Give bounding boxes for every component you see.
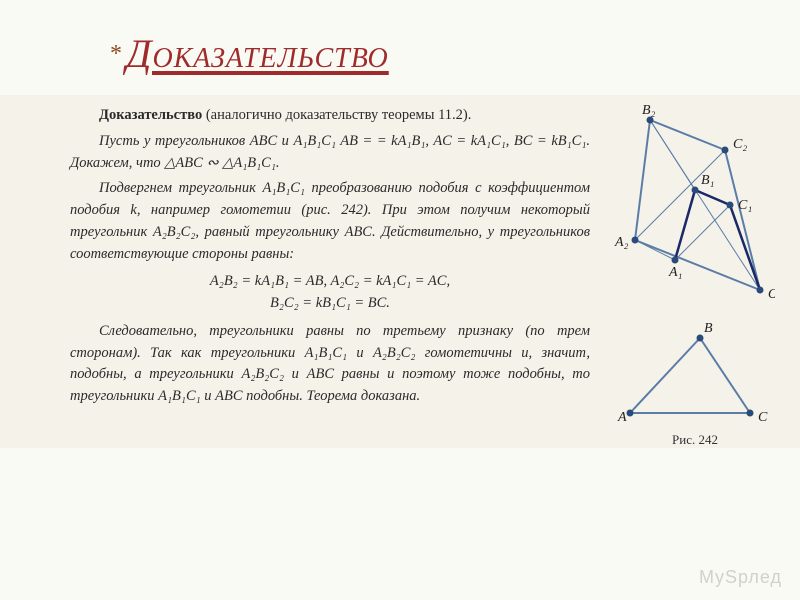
figure-column: B₂ C₂ B₁ C₁ A₂ A₁ O A B C Рис. 242 [600,105,780,448]
svg-text:B₂: B₂ [642,105,656,118]
figure-caption: Рис. 242 [610,432,780,448]
para-1-rest: (аналогично доказательству теоремы 11.2)… [202,107,471,123]
figure-1: B₂ C₂ B₁ C₁ A₂ A₁ O [610,105,775,305]
svg-text:B₁: B₁ [701,173,714,188]
para-2: Пусть у треугольников ABC и A₁B₁C₁ AB = … [70,131,590,175]
proof-text: Доказательство (аналогично доказательств… [70,105,600,448]
watermark: MySрлед [699,567,782,588]
svg-text:B: B [704,323,713,336]
svg-text:O: O [768,287,775,302]
svg-text:C₁: C₁ [738,198,752,213]
page-title: Доказательство [126,31,389,76]
para-1: Доказательство (аналогично доказательств… [70,105,590,127]
svg-text:C₂: C₂ [733,137,747,152]
svg-text:A₁: A₁ [668,265,682,280]
svg-text:A₂: A₂ [614,235,629,250]
svg-text:C: C [758,410,768,425]
para-3: Подвергнем треугольник A₁B₁C₁ преобразов… [70,178,590,265]
content-area: Доказательство (аналогично доказательств… [0,95,800,448]
header: *Доказательство [0,0,800,87]
title-star-icon: * [110,41,122,67]
para-4: Следовательно, треугольники равны по тре… [70,321,590,408]
svg-text:A: A [617,410,627,425]
para-1-lead: Доказательство [99,107,202,123]
equation-block: A₂B₂ = kA₁B₁ = AB, A₂C₂ = kA₁C₁ = AC, B₂… [70,271,590,315]
figure-2: A B C [610,323,770,428]
